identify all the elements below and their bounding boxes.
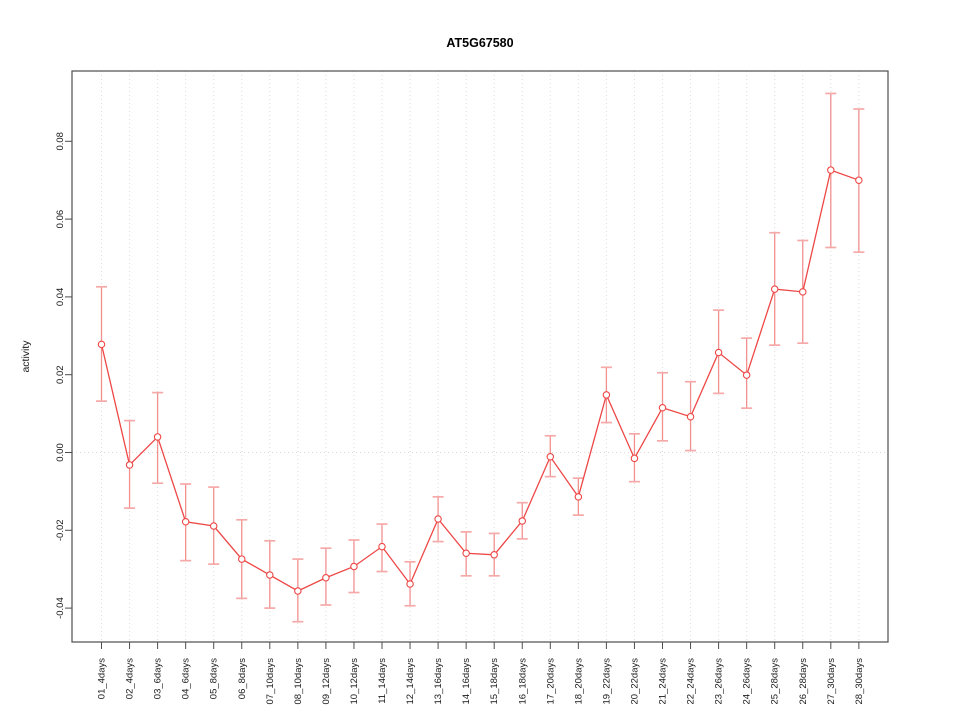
y-tick-label: 0.02	[55, 365, 66, 384]
data-point	[770, 285, 779, 293]
data-point	[125, 461, 134, 469]
data-point	[462, 549, 470, 558]
data-point	[406, 580, 414, 588]
data-point	[490, 551, 498, 559]
data-point	[518, 517, 526, 525]
x-tick-label: 21_24days	[658, 658, 669, 705]
x-tick-label: 18_20days	[573, 658, 584, 705]
x-tick-label: 10_12days	[349, 658, 360, 705]
chart-title: AT5G67580	[446, 36, 513, 50]
data-point	[714, 348, 723, 357]
x-tick-label: 28_30days	[854, 658, 865, 705]
grid-layer	[72, 71, 888, 642]
axis-layer: 01_4days 02_4days 03_6days 04_6days 05_8days…	[55, 132, 865, 704]
data-point	[742, 371, 751, 379]
data-point	[658, 404, 667, 412]
data-point	[350, 562, 358, 571]
y-axis-label: activity	[20, 340, 32, 373]
data-point	[855, 176, 863, 184]
y-tick-label: 0.06	[55, 210, 66, 229]
data-point	[266, 571, 274, 579]
x-tick-label: 24_26days	[742, 658, 753, 705]
x-tick-label: 19_22days	[601, 658, 612, 705]
y-tick-label: 0.04	[55, 288, 66, 307]
x-tick-label: 12_14days	[405, 658, 416, 705]
x-tick-label: 03_6days	[153, 658, 164, 699]
data-point	[181, 517, 190, 526]
x-tick-label: 16_18days	[517, 658, 528, 705]
data-point	[294, 587, 302, 595]
x-tick-label: 13_16days	[433, 658, 444, 705]
series-line	[100, 169, 860, 592]
data-point	[97, 340, 106, 349]
x-tick-label: 05_8days	[209, 658, 220, 699]
data-point	[546, 453, 555, 461]
x-tick-label: 14_16days	[461, 658, 472, 705]
x-tick-label: 07_10days	[265, 658, 276, 705]
data-point	[238, 555, 246, 563]
data-point	[153, 433, 162, 441]
x-tick-label: 25_28days	[770, 658, 781, 705]
y-tick-label: 0.00	[55, 443, 66, 462]
x-tick-label: 08_10days	[293, 658, 304, 705]
data-point	[602, 391, 611, 399]
x-tick-label: 01_4days	[97, 658, 108, 699]
plot-area	[71, 70, 889, 643]
x-tick-label: 02_4days	[125, 658, 136, 699]
x-tick-label: 15_18days	[489, 658, 500, 705]
x-tick-label: 23_26days	[714, 658, 725, 705]
x-tick-label: 20_22days	[629, 658, 640, 705]
series-layer	[96, 92, 865, 623]
data-point	[322, 574, 330, 582]
x-tick-label: 27_30days	[826, 658, 837, 705]
data-point	[798, 288, 807, 296]
data-point	[630, 454, 639, 463]
y-tick-label: -0.04	[55, 597, 66, 619]
x-tick-label: 22_24days	[686, 658, 697, 705]
data-point	[686, 412, 695, 421]
data-point	[827, 166, 835, 174]
x-tick-label: 11_14days	[377, 658, 388, 704]
x-tick-label: 04_6days	[181, 658, 192, 699]
x-tick-label: 17_20days	[545, 658, 556, 705]
x-tick-label: 26_28days	[798, 658, 809, 705]
data-point	[574, 493, 583, 501]
x-tick-label: 06_8days	[237, 658, 248, 699]
data-point	[209, 522, 218, 530]
x-tick-label: 09_12days	[321, 658, 332, 705]
y-tick-label: -0.02	[55, 519, 66, 541]
data-point	[434, 515, 442, 523]
y-tick-label: 0.08	[55, 132, 66, 151]
data-point	[378, 542, 386, 551]
